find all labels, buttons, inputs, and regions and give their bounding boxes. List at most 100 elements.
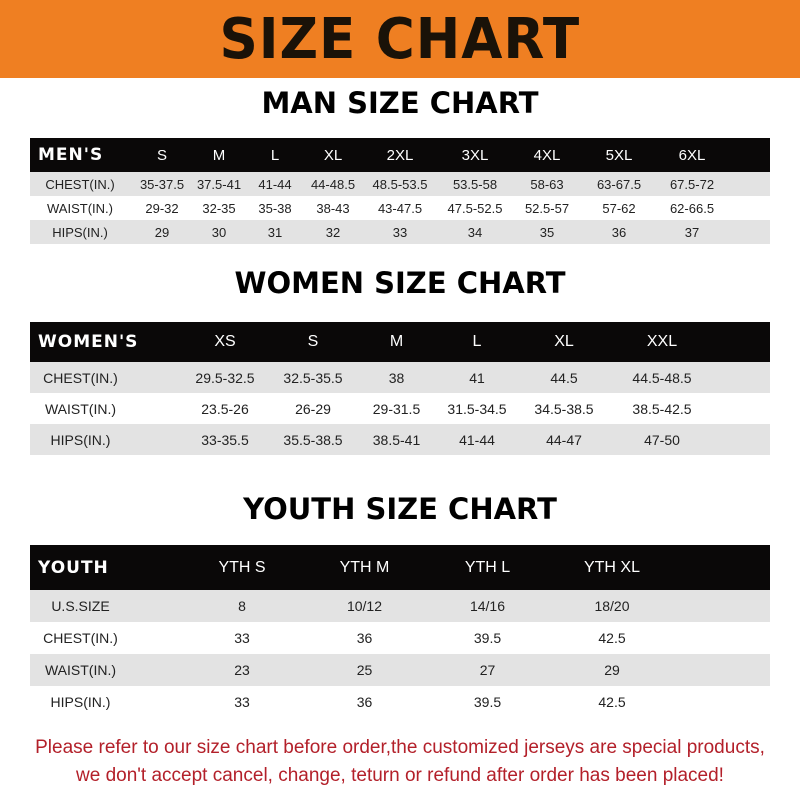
table-cell: 33	[392, 224, 408, 240]
table-cell: 43-47.5	[377, 200, 423, 216]
table-cell: 32	[325, 224, 341, 240]
table-row: CHEST(IN.) 35-37.5 37.5-41 41-44 44-48.5 48.5…	[30, 172, 770, 196]
table-cell: 8	[238, 598, 246, 614]
table-cell: 35.5-38.5	[283, 431, 343, 448]
row-label: HIPS(IN.)	[50, 431, 111, 448]
table-cell: 33-35.5	[201, 431, 249, 448]
table-cell: 53.5-58	[452, 176, 498, 192]
table-header-row: YOUTH YTH S YTH M YTH L YTH XL	[30, 545, 770, 590]
table-cell: 38.5-42.5	[632, 400, 692, 417]
table-row: U.S.SIZE 8 10/12 14/16 18/20	[30, 590, 770, 622]
table-cell: 14/16	[469, 598, 506, 614]
table-header-row: WOMEN'S XS S M L XL XXL	[30, 322, 770, 362]
table-header-label: WOMEN'S	[38, 332, 139, 352]
table-cell: 41-44	[258, 176, 292, 192]
table-cell: 29	[604, 662, 620, 678]
row-label: WAIST(IN.)	[44, 662, 117, 678]
table-cell: 41-44	[459, 431, 495, 448]
table-cell: 36	[356, 630, 373, 646]
size-chart-banner: SIZE CHART	[0, 0, 800, 78]
table-row: CHEST(IN.) 29.5-32.5 32.5-35.5 38 41 44.5 44.5…	[30, 362, 770, 393]
order-notice-line-2: we don't accept cancel, change, teturn o…	[76, 765, 724, 786]
table-cell: 35-38	[258, 200, 292, 216]
table-cell: 35	[539, 224, 555, 240]
table-cell: 32.5-35.5	[283, 369, 343, 386]
table-cell: 10/12	[346, 598, 383, 614]
table-cell: 18/20	[594, 598, 630, 614]
table-cell: 36	[356, 694, 373, 710]
table-cell: 52.5-57	[524, 200, 570, 216]
table-cell: 29-31.5	[372, 400, 421, 417]
table-row: HIPS(IN.) 29 30 31 32 33 34 35 36 37	[30, 220, 770, 244]
table-cell: 25	[356, 662, 373, 678]
table-cell: 32-35	[202, 200, 236, 216]
table-cell: M	[212, 146, 226, 164]
table-cell: 38-43	[316, 200, 350, 216]
table-header-label: MEN'S	[38, 145, 104, 165]
row-label: CHEST(IN.)	[43, 369, 118, 386]
table-cell: 31.5-34.5	[447, 400, 507, 417]
men-chart-title: MAN SIZE CHART	[261, 86, 539, 120]
table-row: WAIST(IN.) 23.5-26 26-29 29-31.5 31.5-34.5 34…	[30, 393, 770, 424]
row-label: CHEST(IN.)	[45, 176, 115, 192]
table-cell: 34	[467, 224, 483, 240]
table-row: WAIST(IN.) 23 25 27 29	[30, 654, 770, 686]
table-cell: 37.5-41	[196, 176, 242, 192]
table-cell: 5XL	[605, 146, 633, 164]
youth-size-table: YOUTH YTH S YTH M YTH L YTH XL U.S.SIZE 8 10/12…	[30, 545, 770, 718]
table-cell: 29-32	[145, 200, 179, 216]
table-cell: 48.5-53.5	[372, 176, 428, 192]
table-cell: XXL	[646, 333, 678, 350]
table-cell: YTH L	[464, 558, 511, 576]
row-label: WAIST(IN.)	[44, 400, 117, 417]
table-cell: 42.5	[598, 694, 626, 710]
table-cell: 23	[234, 662, 250, 678]
table-cell: S	[307, 333, 319, 350]
row-label: HIPS(IN.)	[52, 224, 108, 240]
table-cell: 63-67.5	[596, 176, 642, 192]
table-cell: 23.5-26	[201, 400, 249, 417]
table-cell: M	[389, 333, 404, 350]
order-notice: Please refer to our size chart before or…	[0, 734, 800, 790]
table-cell: L	[472, 333, 482, 350]
table-cell: 44.5-48.5	[632, 369, 692, 386]
table-cell: 6XL	[678, 146, 706, 164]
table-cell: 44-47	[546, 431, 582, 448]
table-cell: S	[156, 146, 167, 164]
row-label: U.S.SIZE	[51, 598, 110, 614]
table-cell: 33	[234, 630, 250, 646]
table-cell: 57-62	[602, 200, 636, 216]
table-cell: 44-48.5	[310, 176, 356, 192]
table-cell: L	[270, 146, 280, 164]
table-header-row: MEN'S S M L XL 2XL 3XL 4XL 5XL 6XL	[30, 138, 770, 172]
table-cell: 37	[684, 224, 700, 240]
table-cell: 67.5-72	[669, 176, 715, 192]
table-cell: 58-63	[530, 176, 564, 192]
table-row: CHEST(IN.) 33 36 39.5 42.5	[30, 622, 770, 654]
table-cell: 47.5-52.5	[447, 200, 503, 216]
youth-chart-title: YOUTH SIZE CHART	[243, 492, 557, 526]
table-cell: YTH M	[339, 558, 390, 576]
table-cell: 26-29	[295, 400, 331, 417]
table-cell: YTH S	[218, 558, 266, 576]
table-row: HIPS(IN.) 33-35.5 35.5-38.5 38.5-41 41-44 44-…	[30, 424, 770, 455]
men-size-table: MEN'S S M L XL 2XL 3XL 4XL 5XL 6XL CHEST(IN.) 35-37…	[30, 138, 770, 244]
order-notice-line-1: Please refer to our size chart before or…	[35, 737, 765, 758]
table-cell: XL	[554, 333, 574, 350]
table-cell: XL	[323, 146, 343, 164]
table-cell: 39.5	[473, 630, 502, 646]
table-row: HIPS(IN.) 33 36 39.5 42.5	[30, 686, 770, 718]
table-header-label: YOUTH	[38, 557, 109, 578]
table-cell: 35-37.5	[139, 176, 185, 192]
row-label: WAIST(IN.)	[47, 200, 113, 216]
table-row: WAIST(IN.) 29-32 32-35 35-38 38-43 43-47.5 47.…	[30, 196, 770, 220]
women-size-table: WOMEN'S XS S M L XL XXL CHEST(IN.) 29.5-32.5 32.5…	[30, 322, 770, 455]
table-cell: 41	[469, 369, 485, 386]
table-cell: YTH XL	[583, 558, 640, 576]
table-cell: 27	[479, 662, 496, 678]
table-cell: 3XL	[461, 146, 489, 164]
table-cell: 36	[611, 224, 627, 240]
table-cell: 38	[388, 369, 405, 386]
row-label: HIPS(IN.)	[50, 694, 111, 710]
table-cell: 44.5	[550, 369, 578, 386]
